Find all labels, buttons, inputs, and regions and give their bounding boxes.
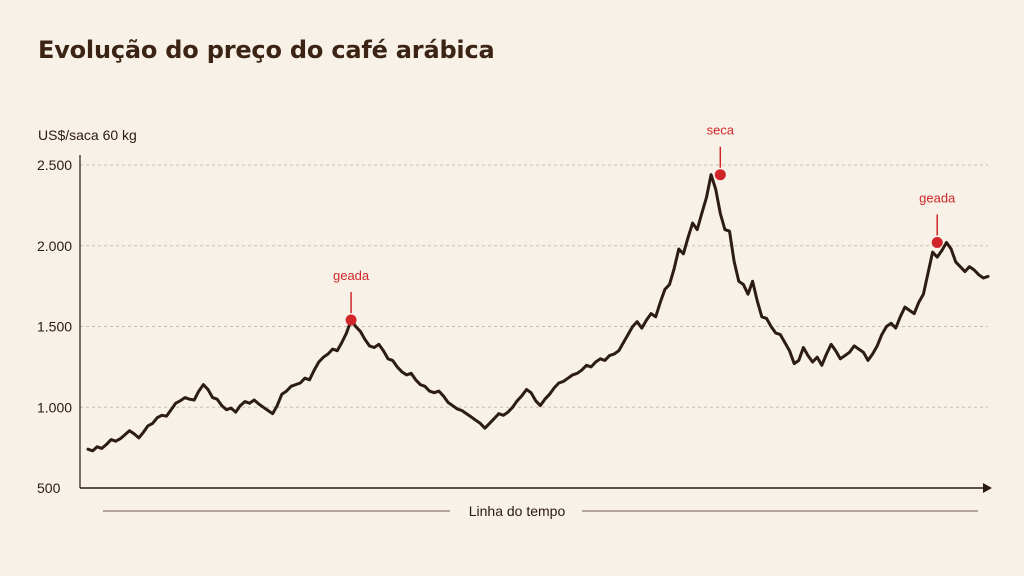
x-axis-arrow-icon — [983, 483, 992, 493]
annotations: geada seca geada — [333, 123, 956, 326]
y-tick-label: 1.000 — [37, 399, 72, 415]
y-tick-label: 2.500 — [37, 157, 72, 173]
y-tick-label: 1.500 — [37, 319, 72, 335]
series-line-arabica — [86, 173, 990, 453]
y-tick-label: 500 — [37, 480, 61, 496]
x-axis-label: Linha do tempo — [469, 503, 566, 519]
annotation-point — [345, 314, 357, 326]
gridlines — [80, 164, 988, 408]
y-tick-label: 2.000 — [37, 238, 72, 254]
y-axis-unit-label: US$/saca 60 kg — [38, 127, 137, 143]
x-axis — [79, 155, 992, 493]
annotation-label: geada — [919, 191, 956, 206]
annotation-point — [931, 237, 943, 249]
annotation-point — [714, 169, 726, 181]
y-axis-ticks: 500 1.000 1.500 2.000 2.500 — [37, 157, 72, 496]
annotation-label: geada — [333, 268, 370, 283]
x-axis-caption: Linha do tempo — [103, 503, 978, 519]
annotation-label: seca — [707, 123, 735, 138]
chart-title: Evolução do preço do café arábica — [38, 36, 495, 64]
